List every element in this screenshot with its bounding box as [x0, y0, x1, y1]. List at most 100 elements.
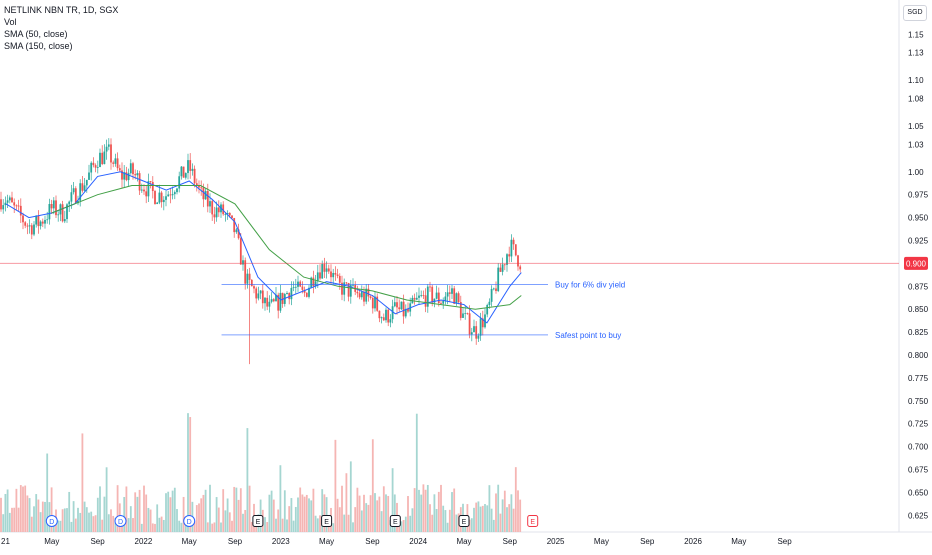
volume-bar [204, 489, 207, 532]
volume-bar [22, 486, 24, 532]
candle-body [437, 292, 440, 304]
volume-bar [211, 523, 214, 532]
volume-bar [85, 507, 88, 532]
earnings-marker[interactable] [527, 515, 539, 527]
x-tick-label: Sep [777, 537, 792, 546]
volume-bar [418, 489, 420, 532]
volume-bar [4, 493, 7, 532]
y-tick-label: 1.05 [908, 122, 924, 131]
candle-body [433, 298, 436, 303]
candle-body [360, 291, 363, 298]
candle-body [466, 313, 469, 315]
volume-bar [228, 512, 231, 532]
volume-bar [61, 509, 64, 532]
volume-bar [398, 522, 401, 532]
candle-body [94, 165, 97, 168]
volume-bar [281, 518, 284, 532]
legend-sma50[interactable]: SMA (50, close) [4, 29, 68, 39]
volume-bar [50, 487, 53, 532]
candle-body [338, 275, 341, 283]
chart-legend: NETLINK NBN TR, 1D, SGX Vol SMA (50, clo… [4, 4, 118, 52]
candle-body [50, 204, 53, 209]
candle-body [356, 291, 359, 294]
candle-body [479, 318, 482, 336]
volume-bar [158, 517, 161, 532]
earnings-marker[interactable] [389, 515, 401, 527]
candle-body [37, 215, 40, 227]
candle-body [52, 200, 55, 209]
volume-bar [125, 486, 128, 532]
dividend-marker[interactable] [183, 515, 196, 527]
candle-body [211, 201, 214, 215]
candle-body [222, 204, 225, 215]
volume-bar [59, 520, 62, 532]
legend-volume[interactable]: Vol [4, 17, 17, 27]
candle-body [492, 288, 495, 290]
currency-button[interactable]: SGD [903, 5, 927, 21]
candle-body [107, 144, 110, 147]
candle-body [475, 326, 478, 339]
volume-bar [112, 515, 115, 532]
volume-bar [90, 511, 93, 532]
candle-body [72, 188, 75, 193]
volume-bar [347, 514, 350, 532]
volume-bar [455, 514, 458, 532]
volume-bar [422, 484, 425, 532]
volume-bar [77, 507, 79, 532]
candle-body [180, 166, 183, 177]
candle-body [81, 183, 84, 191]
volume-bar [486, 505, 489, 532]
x-tick-label: May [594, 537, 609, 546]
volume-bar [52, 521, 55, 532]
candle-body [176, 188, 178, 193]
candle-body [488, 301, 491, 305]
volume-bar [290, 498, 293, 532]
candle-body [305, 292, 308, 297]
legend-sma150[interactable]: SMA (150, close) [4, 41, 73, 51]
dividend-marker[interactable] [114, 515, 127, 527]
earnings-marker[interactable] [321, 515, 333, 527]
volume-bar [160, 516, 163, 532]
annotation-label[interactable]: Buy for 6% div yield [555, 280, 625, 289]
volume-bar [116, 485, 119, 532]
dividend-marker[interactable] [45, 515, 58, 527]
candle-body [446, 292, 449, 297]
candle-body [374, 296, 376, 309]
volume-bar [134, 492, 137, 532]
earnings-marker[interactable] [252, 515, 264, 527]
volume-bar [277, 509, 280, 532]
volume-bar [393, 494, 396, 532]
candle-body [266, 297, 269, 307]
candle-body [44, 219, 46, 224]
candle-body [237, 229, 240, 239]
candle-body [224, 214, 227, 215]
volume-bar [473, 507, 475, 532]
legend-symbol[interactable]: NETLINK NBN TR, 1D, SGX [4, 5, 119, 15]
x-tick-label: Sep [90, 537, 105, 546]
candle-body [235, 229, 238, 233]
volume-bar [391, 468, 394, 532]
candle-body [501, 264, 504, 272]
volume-bar [57, 520, 60, 532]
candle-body [169, 194, 172, 196]
x-tick-label: 2023 [272, 537, 290, 546]
earnings-marker[interactable] [458, 515, 470, 527]
x-tick-label: 2024 [409, 537, 427, 546]
annotation-label[interactable]: Safest point to buy [555, 331, 621, 340]
candle-body [191, 168, 194, 171]
candle-body [422, 295, 425, 297]
candle-body [213, 214, 216, 218]
volume-bar [435, 509, 438, 532]
volume-bar [167, 491, 170, 532]
candle-body [508, 254, 511, 257]
candle-body [184, 173, 187, 178]
volume-bar [15, 488, 18, 532]
volume-bar [292, 520, 295, 532]
candle-body [92, 162, 95, 166]
candle-body [514, 244, 517, 256]
sma150-line [51, 185, 522, 310]
candle-body [209, 201, 211, 207]
candle-body [138, 173, 141, 191]
